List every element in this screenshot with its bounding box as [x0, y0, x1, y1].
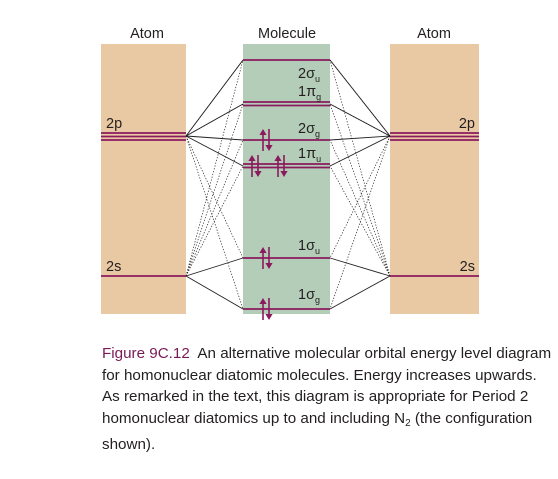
caption-text-end: (the configuration shown). [102, 409, 533, 454]
electron-up-arrow-1sigma-u [259, 247, 267, 269]
mo-1pi-g-label: 1πg [298, 84, 321, 102]
figure-caption: Figure 9C.12 An alternative molecular or… [102, 343, 552, 456]
left-2s-label: 2s [106, 259, 121, 275]
right-2p-level [390, 132, 479, 141]
mo-1pi-g-level [243, 101, 330, 107]
left-atom-header: Atom [130, 26, 164, 42]
left-2p-level [101, 132, 186, 141]
molecule-column [243, 44, 330, 314]
electron-down-arrow-1sigma-g [265, 298, 273, 320]
electron-up-arrow-2sigma-g [259, 129, 267, 151]
electron-arrows [248, 129, 288, 320]
solid-connectors [185, 59, 391, 310]
electron-down-arrow-2sigma-g [265, 129, 273, 151]
right-2s-label: 2s [460, 259, 475, 275]
left-2p-label: 2p [106, 116, 122, 132]
electron-down-arrow-1pi-u [280, 155, 288, 177]
electron-up-arrow-1sigma-g [259, 298, 267, 320]
electron-up-arrow-1pi-u [248, 155, 256, 177]
right-2p-label: 2p [459, 116, 475, 132]
figure-label: Figure 9C.12 [102, 345, 190, 362]
caption-subscript: 2 [405, 417, 411, 429]
right-atom-column [390, 44, 479, 314]
electron-up-arrow-1pi-u [274, 155, 282, 177]
mo-1sigma-g-label: 1σg [298, 287, 320, 305]
left-atom-column [101, 44, 186, 314]
mo-energy-diagram: Atom Molecule Atom [101, 26, 479, 320]
mo-1sigma-u-label: 1σu [298, 238, 320, 256]
right-atom-header: Atom [417, 26, 451, 42]
molecule-header: Molecule [258, 26, 316, 42]
electron-down-arrow-1pi-u [254, 155, 262, 177]
caption-text: An alternative molecular orbital energy … [102, 345, 552, 427]
mo-2sigma-u-label: 2σu [298, 66, 320, 84]
mo-2sigma-g-label: 2σg [298, 121, 320, 139]
electron-down-arrow-1sigma-u [265, 247, 273, 269]
mo-1pi-u-label: 1πu [298, 146, 321, 164]
